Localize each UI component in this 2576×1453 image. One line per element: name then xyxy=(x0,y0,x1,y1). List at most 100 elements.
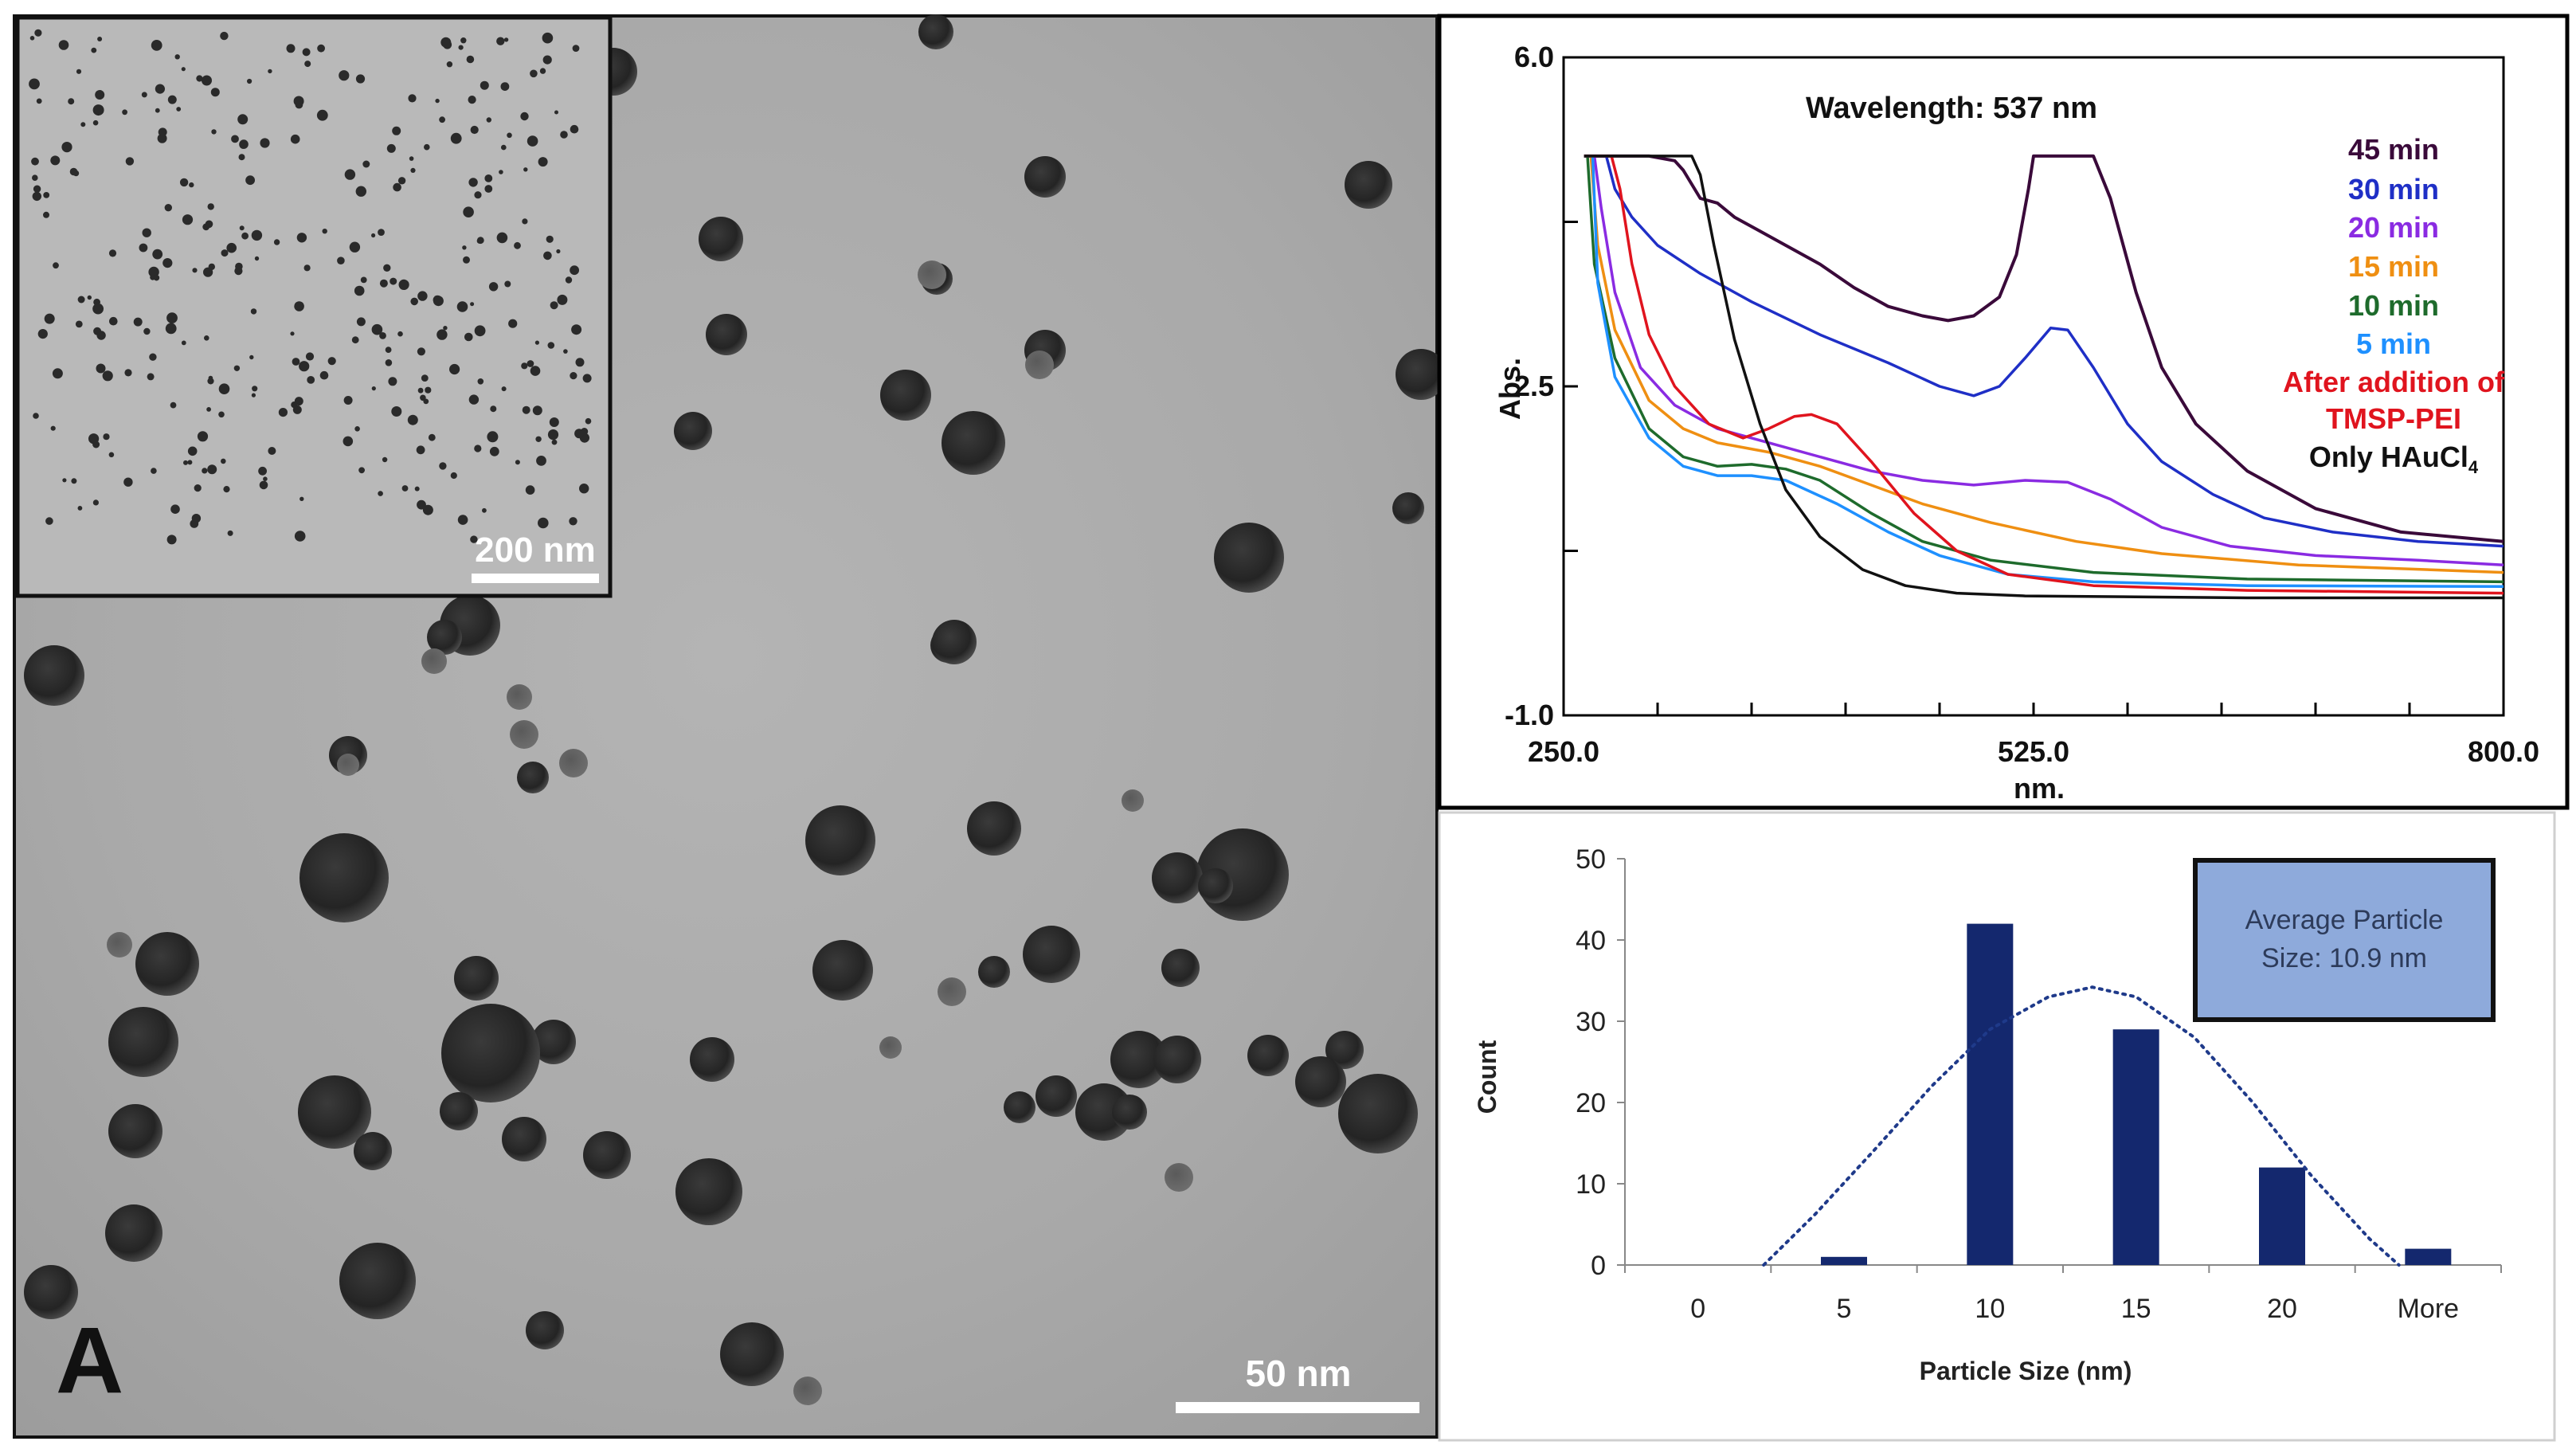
inset-nanoparticle xyxy=(563,349,568,354)
uv-vis-chart: 250.0 525.0 800.0 6.0 2.5 -1.0 Wavelength: 53… xyxy=(1437,14,2570,810)
inset-nanoparticle xyxy=(235,262,243,271)
uv-y-tick-label: 2.5 xyxy=(1514,370,1554,402)
inset-nanoparticle xyxy=(457,515,468,525)
inset-nanoparticle xyxy=(570,124,579,134)
hist-trendline xyxy=(1762,985,2401,1267)
inset-nanoparticle xyxy=(371,386,376,391)
inset-nanoparticle xyxy=(208,375,213,381)
inset-nanoparticle xyxy=(296,233,307,243)
inset-nanoparticle xyxy=(570,265,579,276)
inset-nanoparticle xyxy=(294,301,304,311)
inset-nanoparticle xyxy=(196,75,203,82)
inset-nanoparticle xyxy=(572,45,580,52)
inset-nanoparticle xyxy=(304,61,311,68)
inset-nanoparticle xyxy=(210,88,220,97)
nanoparticle xyxy=(978,956,1010,988)
inset-nanoparticle xyxy=(203,335,209,341)
nanoparticle xyxy=(1025,351,1054,379)
inset-nanoparticle xyxy=(176,107,182,112)
nanoparticle xyxy=(932,620,977,664)
nanoparticle xyxy=(690,1037,734,1082)
nanoparticle xyxy=(531,1020,576,1064)
inset-nanoparticle xyxy=(237,114,249,125)
nanoparticle xyxy=(583,1131,631,1179)
nanoparticle xyxy=(720,1322,784,1386)
nanoparticle xyxy=(108,1007,178,1077)
inset-nanoparticle xyxy=(164,204,172,212)
inset-nanoparticle xyxy=(547,342,555,349)
inset-nanoparticle xyxy=(208,263,215,271)
tem-inset: 200 nm xyxy=(15,15,613,598)
inset-nanoparticle xyxy=(139,243,148,253)
inset-nanoparticle xyxy=(77,296,85,304)
inset-nanoparticle xyxy=(322,229,327,234)
inset-nanoparticle xyxy=(294,397,303,406)
inset-nanoparticle xyxy=(194,484,202,492)
inset-nanoparticle xyxy=(450,132,462,144)
inset-nanoparticle xyxy=(443,326,448,331)
nanoparticle xyxy=(299,833,389,922)
nanoparticles xyxy=(24,14,1442,1405)
inset-nanoparticle xyxy=(468,178,478,187)
uv-series-line xyxy=(1584,155,2504,595)
inset-nanoparticle xyxy=(183,460,188,465)
inset-nanoparticle xyxy=(36,98,42,104)
inset-nanoparticle xyxy=(181,67,186,72)
inset-nanoparticle xyxy=(162,258,173,268)
inset-nanoparticle xyxy=(542,32,554,44)
inset-nanoparticle xyxy=(31,157,39,166)
inset-nanoparticle xyxy=(143,327,151,335)
nanoparticle xyxy=(502,1117,546,1161)
annotation-line1: Average Particle xyxy=(2245,905,2444,935)
inset-nanoparticle xyxy=(124,369,132,377)
inset-nanoparticle xyxy=(319,370,329,380)
inset-scale-label: 200 nm xyxy=(475,531,596,570)
inset-nanoparticle xyxy=(149,353,157,361)
inset-nanoparticle xyxy=(181,340,186,346)
inset-nanoparticle xyxy=(383,264,391,272)
inset-nanoparticle xyxy=(52,368,63,379)
inset-nanoparticle xyxy=(102,370,113,382)
inset-nanoparticle xyxy=(501,144,507,151)
inset-nanoparticle xyxy=(422,504,433,515)
inset-nanoparticle xyxy=(32,191,41,202)
nanoparticle xyxy=(1338,1074,1418,1153)
inset-nanoparticle xyxy=(32,174,38,181)
inset-nanoparticle xyxy=(379,332,386,339)
main-scale-bar xyxy=(1176,1402,1419,1413)
inset-nanoparticle xyxy=(437,329,448,340)
inset-nanoparticle xyxy=(382,456,388,463)
inset-nanoparticle xyxy=(463,206,474,218)
inset-nanoparticle xyxy=(249,354,254,360)
inset-nanoparticle xyxy=(468,394,480,405)
nanoparticle xyxy=(526,1311,564,1349)
hist-x-tick-label: 20 xyxy=(2267,1294,2297,1324)
inset-nanoparticle xyxy=(527,135,538,147)
nanoparticle xyxy=(510,720,538,749)
uv-series-line xyxy=(1584,155,2504,589)
uv-legend-item: Only HAuCl4 xyxy=(2309,441,2479,477)
inset-nanoparticle xyxy=(207,464,217,475)
inset-nanoparticle xyxy=(151,468,157,474)
inset-nanoparticle xyxy=(292,358,300,366)
inset-nanoparticle xyxy=(470,302,475,307)
inset-nanoparticle xyxy=(69,167,78,176)
inset-nanoparticle xyxy=(463,256,470,264)
uv-legend-item: TMSP-PEI xyxy=(2326,402,2461,435)
average-size-annotation: Average Particle Size: 10.9 nm xyxy=(2193,858,2496,1022)
inset-nanoparticle xyxy=(259,480,268,490)
uv-legend-item: 10 min xyxy=(2348,289,2439,322)
inset-nanoparticle xyxy=(379,279,388,288)
inset-nanoparticle xyxy=(245,175,255,186)
nanoparticle xyxy=(1325,1031,1364,1069)
inset-nanoparticle xyxy=(299,496,304,501)
inset-nanoparticle xyxy=(221,249,229,257)
inset-nanoparticle xyxy=(142,228,151,237)
inset-nanoparticle xyxy=(141,92,147,98)
inset-nanoparticle xyxy=(302,48,311,57)
inset-nanoparticle xyxy=(50,425,56,431)
inset-nanoparticle xyxy=(535,436,542,442)
tem-panel: 200 nm 50 nm A xyxy=(13,14,1442,1439)
inset-nanoparticle xyxy=(37,329,48,339)
inset-nanoparticle xyxy=(356,317,366,327)
